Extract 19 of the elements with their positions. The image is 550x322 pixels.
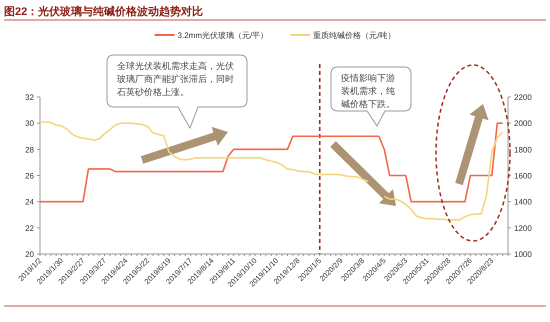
y-tick-label: 22	[25, 224, 35, 233]
annotation: 疫情影响下游装机需求，纯碱价格下跌。	[341, 73, 395, 109]
annotation: 全球光伏装机需求走高，光伏玻璃厂商产能扩张滞后，同时石英砂价格上涨。	[117, 61, 234, 97]
y-tick-label: 28	[25, 145, 35, 154]
y2-tick-label: 2000	[514, 119, 532, 128]
y-tick-label: 30	[25, 119, 35, 128]
y2-tick-label: 1200	[514, 224, 532, 233]
chart-title: 图22：光伏玻璃与纯碱价格波动趋势对比	[4, 5, 204, 18]
y2-tick-label: 1000	[514, 250, 532, 259]
y-tick-label: 20	[25, 250, 35, 259]
y2-tick-label: 1600	[514, 172, 532, 180]
y-tick-label: 26	[25, 172, 35, 180]
y-tick-label: 24	[25, 198, 35, 207]
legend-label: 3.2mm光伏玻璃（元/平）	[178, 31, 268, 40]
y2-tick-label: 2200	[514, 93, 532, 102]
legend-label: 重质纯碱价格（元/吨）	[313, 31, 396, 40]
y-tick-label: 32	[25, 93, 35, 102]
y2-tick-label: 1400	[514, 198, 532, 207]
y2-tick-label: 1800	[514, 145, 532, 154]
